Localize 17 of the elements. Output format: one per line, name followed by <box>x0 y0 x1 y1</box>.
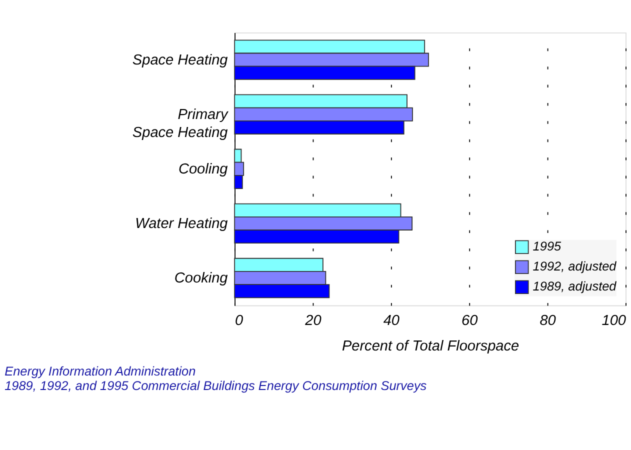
y-tick-label: Primary Space Heating <box>132 106 228 142</box>
y-tick-label: Water Heating <box>135 216 228 232</box>
legend-label: 1992, adjusted <box>532 258 618 274</box>
text: 1989, 1992, and 1995 Commercial Buildings Energy Consumption Surveys <box>4 378 428 393</box>
y-tick-label: Cooling <box>178 161 228 178</box>
y-tick-label: Space Heating <box>132 52 228 68</box>
x-tick-label: 100 <box>602 312 626 329</box>
legend-label: 1989, adjusted <box>532 278 618 294</box>
x-tick-label: 0 <box>235 312 244 329</box>
x-tick-label: 60 <box>462 312 478 329</box>
x-tick-label: 40 <box>383 312 400 329</box>
x-tick-label: 20 <box>304 312 322 329</box>
y-tick-label: Cooking <box>174 270 228 287</box>
text: Energy Information Administration <box>4 363 196 378</box>
legend-label: 1995 <box>532 238 562 254</box>
x-axis-title: Percent of Total Floorspace <box>342 338 520 354</box>
x-tick-label: 80 <box>540 312 556 329</box>
